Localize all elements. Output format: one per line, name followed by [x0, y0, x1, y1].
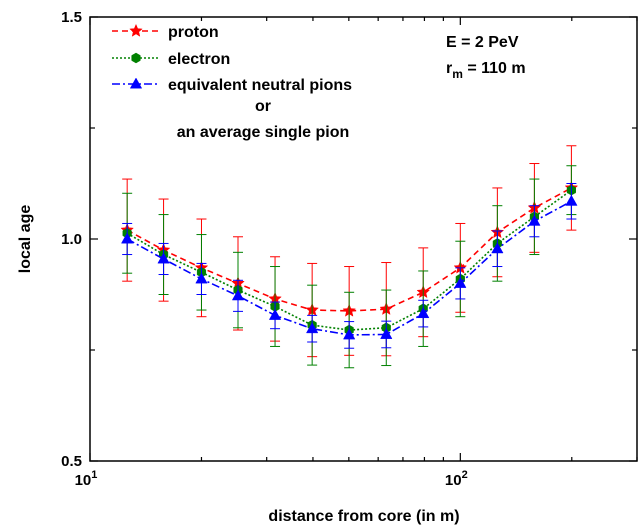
legend-label: electron — [168, 51, 230, 68]
annotation-energy: E = 2 PeV — [446, 34, 519, 51]
data-point — [417, 307, 430, 319]
data-point — [121, 232, 134, 244]
tick-labels: 101 102 0.5 1.0 1.5 — [61, 9, 468, 489]
x-tick-label: 101 — [75, 469, 98, 489]
y-tick-label: 1.5 — [61, 9, 82, 26]
data-point — [565, 194, 578, 206]
legend-item-0: proton — [112, 23, 219, 41]
legend-extra-or: or — [255, 98, 271, 115]
legend-item-1: electron — [112, 51, 230, 68]
data-point — [231, 289, 245, 301]
data-point — [268, 308, 282, 320]
series-2 — [121, 183, 578, 349]
y-axis-title: local age — [17, 205, 34, 274]
legend-label: proton — [168, 24, 219, 41]
data-point — [157, 252, 170, 264]
legend-label: equivalent neutral pions — [168, 77, 352, 94]
legend-swatch-marker — [129, 23, 143, 37]
series-layer — [120, 145, 579, 369]
legend-swatch-marker — [129, 77, 143, 89]
y-tick-label: 1.0 — [61, 231, 82, 248]
legend-item-2: equivalent neutral pions — [112, 77, 352, 94]
data-point — [195, 272, 208, 284]
legend-swatch-marker — [131, 52, 141, 64]
axis-ticks — [89, 16, 638, 462]
data-point — [380, 327, 393, 339]
y-tick-label: 0.5 — [61, 453, 82, 470]
data-point — [528, 214, 541, 226]
data-point — [306, 322, 319, 334]
annotation-block: E = 2 PeV rm = 110 m — [446, 34, 526, 81]
data-point — [343, 328, 356, 340]
legend: proton electron equivalent neutral pions o… — [112, 23, 352, 141]
data-point — [491, 242, 504, 254]
legend-extra-average-pion: an average single pion — [177, 124, 350, 141]
annotation-rm: rm = 110 m — [446, 60, 526, 81]
x-tick-label: 102 — [445, 469, 468, 489]
data-point — [454, 276, 467, 288]
x-axis-title: distance from core (in m) — [268, 508, 459, 525]
